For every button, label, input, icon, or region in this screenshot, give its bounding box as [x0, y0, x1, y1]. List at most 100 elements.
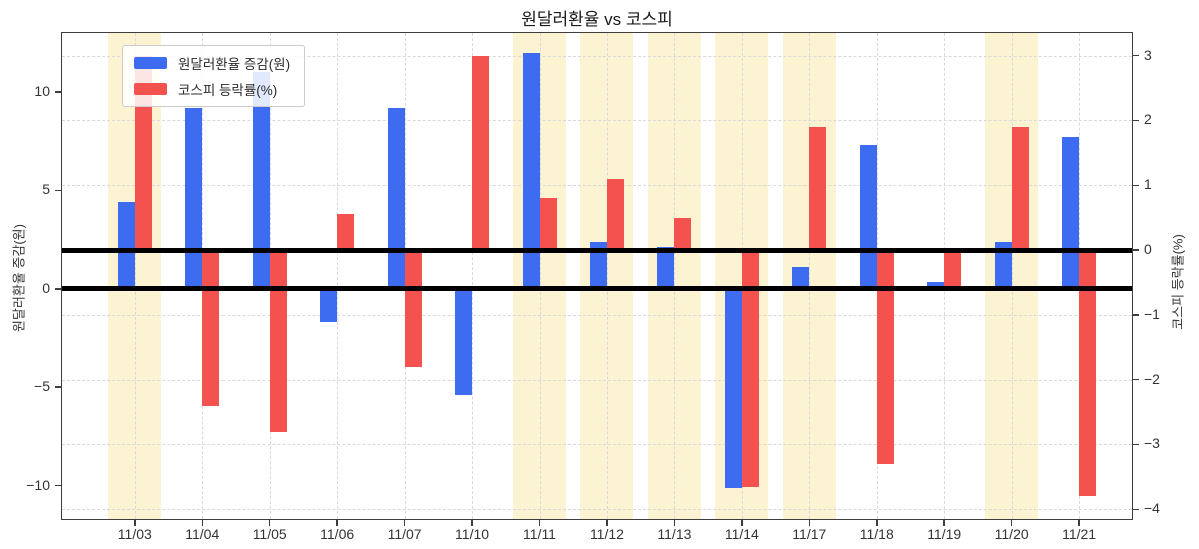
- x-tick-mark: [471, 519, 473, 526]
- x-tick-label-5: 11/10: [455, 526, 490, 542]
- left-tick-mark: [55, 484, 62, 487]
- v-gridline: [606, 33, 608, 519]
- v-gridline: [1011, 33, 1013, 519]
- left-tick-label: −5: [34, 378, 50, 395]
- right-tick-label: −3: [1144, 435, 1160, 452]
- h-gridline: [62, 120, 1132, 122]
- x-tick-label-2: 11/05: [252, 526, 287, 542]
- bar-kospi-11/04: [202, 250, 220, 406]
- bar-kospi-11/06: [337, 214, 355, 251]
- v-gridline: [539, 33, 541, 519]
- h-gridline: [62, 444, 1132, 446]
- bar-kospi-11/07: [404, 250, 422, 367]
- plot-area: [61, 32, 1133, 520]
- legend: 원달러환율 증감(원) 코스피 등락률(%): [122, 45, 306, 107]
- bar-kospi-11/17: [809, 126, 827, 251]
- chart-title: 원달러환율 vs 코스피: [521, 10, 673, 29]
- h-gridline: [62, 314, 1132, 316]
- right-tick-label: −2: [1144, 370, 1160, 387]
- bar-usdkrw-11/12: [589, 241, 607, 289]
- left-tick-label: 5: [42, 181, 50, 198]
- h-gridline: [62, 185, 1132, 187]
- bar-usdkrw-11/10: [455, 288, 473, 396]
- bar-usdkrw-11/14: [724, 288, 742, 488]
- x-tick-mark: [201, 519, 203, 526]
- x-tick-label-14: 11/21: [1062, 526, 1097, 542]
- right-tick-mark: [1132, 314, 1139, 316]
- x-tick-mark: [538, 519, 541, 526]
- bar-kospi-11/19: [944, 250, 962, 289]
- right-tick-label: −1: [1144, 305, 1160, 322]
- legend-label-usdkrw: 원달러환율 증감(원): [178, 57, 291, 72]
- bar-usdkrw-11/07: [387, 107, 405, 289]
- right-axis-label: 코스피 등락률(%): [1170, 234, 1186, 330]
- x-tick-mark: [268, 519, 271, 526]
- v-gridline: [674, 33, 676, 519]
- bar-usdkrw-11/11: [522, 52, 540, 289]
- bar-usdkrw-11/17: [792, 267, 810, 289]
- x-tick-label-0: 11/03: [117, 526, 152, 542]
- x-tick-mark: [606, 519, 608, 526]
- bar-usdkrw-11/18: [859, 145, 877, 289]
- h-gridline: [62, 55, 1132, 57]
- right-tick-mark: [1132, 54, 1139, 57]
- zero-line-right-axis: [62, 247, 1132, 253]
- x-tick-label-9: 11/14: [724, 526, 759, 542]
- right-tick-mark: [1132, 378, 1139, 381]
- bar-usdkrw-11/06: [320, 288, 338, 323]
- right-tick-label: 2: [1144, 111, 1152, 128]
- bar-kospi-11/20: [1011, 126, 1029, 251]
- right-tick-mark: [1132, 443, 1139, 446]
- bar-kospi-11/13: [674, 217, 692, 251]
- legend-swatch-usdkrw-icon: [134, 57, 167, 69]
- left-tick-label: 10: [34, 83, 50, 100]
- right-tick-mark: [1132, 184, 1139, 187]
- x-tick-label-10: 11/17: [792, 526, 827, 542]
- x-tick-mark: [1078, 519, 1080, 526]
- right-tick-label: 0: [1144, 241, 1152, 258]
- bar-usdkrw-11/19: [927, 281, 945, 289]
- bar-kospi-11/12: [606, 178, 624, 251]
- bar-usdkrw-11/03: [117, 202, 135, 289]
- left-axis-label: 원달러환율 증감(원): [11, 224, 27, 332]
- bar-kospi-11/05: [269, 250, 287, 432]
- x-tick-label-12: 11/19: [927, 526, 962, 542]
- bar-usdkrw-11/13: [657, 247, 675, 289]
- left-tick-label: 0: [42, 279, 50, 296]
- zero-line-left-axis: [62, 286, 1132, 292]
- x-tick-label-7: 11/12: [589, 526, 624, 542]
- bar-kospi-11/14: [741, 250, 759, 487]
- legend-item-usdkrw: 원달러환율 증감(원): [134, 53, 290, 73]
- bar-usdkrw-11/05: [252, 72, 270, 289]
- x-tick-mark: [876, 519, 878, 526]
- bar-kospi-11/21: [1079, 250, 1097, 497]
- legend-item-kospi: 코스피 등락률(%): [134, 79, 290, 99]
- x-tick-mark: [741, 519, 743, 526]
- right-tick-label: −4: [1144, 500, 1160, 517]
- right-tick-mark: [1132, 119, 1139, 122]
- left-tick-mark: [55, 91, 62, 93]
- bar-kospi-11/11: [539, 198, 557, 251]
- v-gridline: [809, 33, 811, 519]
- x-tick-mark: [808, 519, 811, 526]
- right-tick-label: 1: [1144, 176, 1152, 193]
- v-gridline: [134, 33, 136, 519]
- x-tick-label-11: 11/18: [859, 526, 894, 542]
- h-gridline: [62, 379, 1132, 381]
- x-tick-label-1: 11/04: [185, 526, 220, 542]
- bar-kospi-11/10: [472, 55, 490, 251]
- x-tick-label-8: 11/13: [657, 526, 692, 542]
- bar-usdkrw-11/04: [185, 107, 203, 289]
- x-tick-mark: [943, 519, 945, 526]
- right-tick-mark: [1132, 249, 1139, 251]
- x-tick-label-6: 11/11: [523, 526, 556, 542]
- x-tick-mark: [134, 519, 136, 526]
- x-tick-mark: [1010, 519, 1013, 526]
- right-tick-label: 3: [1144, 46, 1152, 63]
- bar-kospi-11/18: [876, 250, 894, 464]
- h-gridline: [62, 509, 1132, 511]
- left-tick-label: −10: [26, 476, 50, 493]
- legend-swatch-kospi-icon: [134, 83, 167, 95]
- x-tick-label-4: 11/07: [387, 526, 422, 542]
- v-gridline: [472, 33, 474, 519]
